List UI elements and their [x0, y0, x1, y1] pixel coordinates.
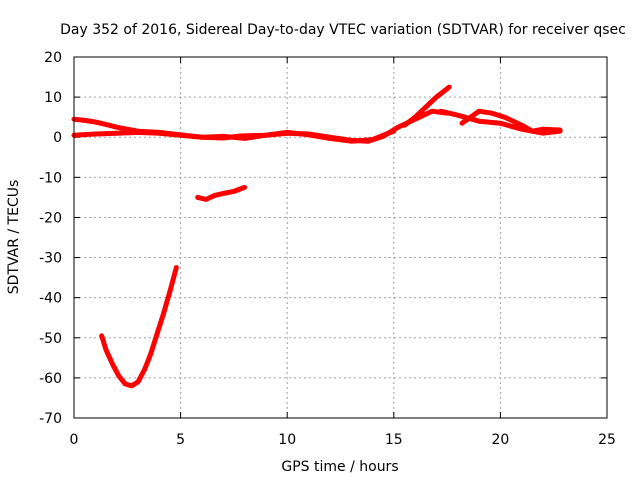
- y-tick-label: -60: [39, 371, 62, 387]
- tick-labels: 0 5 10 15 20 25 20 10 0 -10 -20 -30 -40 -50 -60 -70: [39, 50, 616, 448]
- x-tick-label: 15: [385, 432, 403, 448]
- plot-frame: [73, 56, 608, 419]
- x-tick-label: 0: [70, 432, 79, 448]
- x-tick-label: 20: [491, 432, 509, 448]
- series-late-track-a: [438, 108, 563, 136]
- y-axis-label: SDTVAR / TECUs: [6, 180, 22, 295]
- grid: [74, 57, 607, 418]
- series-short-arc: [195, 184, 248, 202]
- series-rising-branch: [402, 84, 452, 128]
- series-layer: [71, 84, 563, 389]
- x-tick-label: 5: [176, 432, 185, 448]
- x-axis-label: GPS time / hours: [281, 459, 398, 475]
- y-tick-label: -20: [39, 210, 62, 226]
- y-tick-label: -70: [39, 411, 62, 427]
- y-tick-label: 10: [44, 90, 62, 106]
- y-tick-label: -40: [39, 291, 62, 307]
- chart-title: Day 352 of 2016, Sidereal Day-to-day VTE…: [60, 22, 626, 38]
- y-tick-label: -30: [39, 251, 62, 267]
- x-tick-label: 25: [598, 432, 616, 448]
- series-late-track-b: [459, 108, 563, 134]
- y-tick-label: -10: [39, 170, 62, 186]
- y-tick-label: -50: [39, 331, 62, 347]
- axis-ticks: [73, 56, 608, 419]
- x-tick-label: 10: [278, 432, 296, 448]
- y-tick-label: 0: [53, 130, 62, 146]
- series-main-track-b: [71, 128, 397, 144]
- y-tick-label: 20: [44, 50, 62, 66]
- series-deep-arc: [99, 265, 179, 389]
